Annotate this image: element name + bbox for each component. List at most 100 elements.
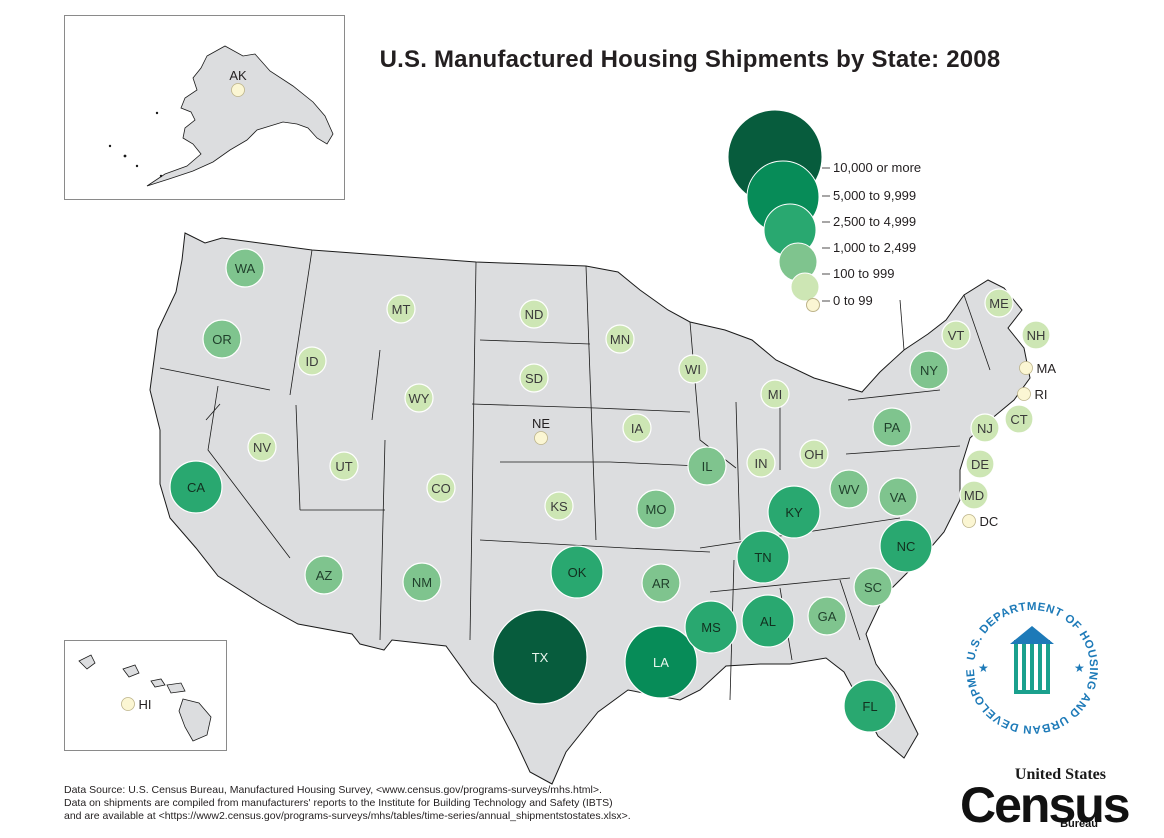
state-marker-wa: WA [225, 248, 265, 288]
state-circle [1017, 387, 1031, 401]
state-borders [159, 249, 991, 701]
state-marker-id: ID [297, 346, 327, 376]
state-circle [984, 288, 1014, 318]
state-markers: WA OR CA ID NV MT WY UT CO AZ NM ND SD NE KS OK TX MN IA MO… [121, 68, 1057, 733]
state-marker-wi: WI [678, 354, 708, 384]
state-label: NC [897, 539, 916, 554]
state-circle [1021, 320, 1051, 350]
state-circle [402, 562, 442, 602]
state-circle [767, 485, 821, 539]
state-circle [519, 363, 549, 393]
state-label: SD [525, 371, 543, 386]
state-marker-ar: AR [641, 563, 681, 603]
state-circle [304, 555, 344, 595]
state-marker-dc: DC [962, 514, 999, 529]
state-circle [941, 320, 971, 350]
state-marker-mt: MT [386, 294, 416, 324]
state-label: FL [862, 699, 877, 714]
census-logo-line3: Bureau [1060, 818, 1098, 830]
state-circle [297, 346, 327, 376]
state-label: NV [253, 440, 271, 455]
legend-swatch [806, 298, 820, 312]
state-marker-ks: KS [544, 491, 574, 521]
state-circle [121, 697, 135, 711]
state-label: VA [890, 490, 907, 505]
alaska-shape [108, 45, 334, 187]
state-label: MS [701, 620, 721, 635]
legend: 10,000 or more 5,000 to 9,999 2,500 to 4,9… [727, 109, 921, 312]
state-marker-oh: OH [799, 439, 829, 469]
census-logo-line1: United States [1014, 766, 1106, 783]
state-marker-ak: AK [229, 68, 247, 97]
state-circle [605, 324, 635, 354]
state-circle [404, 383, 434, 413]
state-circle [736, 530, 790, 584]
state-label: WY [409, 391, 430, 406]
legend-swatch [790, 272, 820, 302]
state-label: DC [980, 514, 999, 529]
state-circle [879, 519, 933, 573]
state-marker-mn: MN [605, 324, 635, 354]
state-circle [959, 480, 989, 510]
state-marker-ga: GA [807, 596, 847, 636]
state-marker-ca: CA [169, 460, 223, 514]
state-circle [622, 413, 652, 443]
state-label: NE [532, 416, 550, 431]
state-label: OH [804, 447, 824, 462]
state-label: AK [229, 68, 247, 83]
state-label: PA [884, 420, 901, 435]
state-marker-ct: CT [1004, 404, 1034, 434]
state-label: KS [550, 499, 568, 514]
state-label: OK [568, 565, 587, 580]
state-marker-sc: SC [853, 567, 893, 607]
state-circle [426, 473, 456, 503]
state-circle [1019, 361, 1033, 375]
state-circle [965, 449, 995, 479]
data-source-note: Data Source: U.S. Census Bureau, Manufac… [64, 784, 944, 823]
state-label: IA [631, 421, 644, 436]
state-marker-wv: WV [829, 469, 869, 509]
state-circle [519, 299, 549, 329]
state-marker-in: IN [746, 448, 776, 478]
state-circle [534, 431, 548, 445]
state-circle [807, 596, 847, 636]
state-circle [641, 563, 681, 603]
state-label: AZ [316, 568, 333, 583]
state-label: MD [964, 488, 984, 503]
state-marker-ma: MA [1019, 361, 1057, 376]
state-label: MN [610, 332, 630, 347]
state-marker-pa: PA [872, 407, 912, 447]
state-marker-or: OR [202, 319, 242, 359]
state-label: WV [839, 482, 860, 497]
state-label: RI [1035, 387, 1048, 402]
state-circle [231, 83, 245, 97]
state-label: MI [768, 387, 782, 402]
contiguous-us-outline [149, 232, 1031, 785]
state-label: IL [702, 459, 713, 474]
state-label: OR [212, 332, 232, 347]
state-circle [799, 439, 829, 469]
state-circle [760, 379, 790, 409]
state-marker-ne: NE [532, 416, 550, 445]
state-circle [829, 469, 869, 509]
state-marker-la: LA [624, 625, 698, 699]
map-title: U.S. Manufactured Housing Shipments by S… [379, 46, 1001, 73]
state-label: CA [187, 480, 205, 495]
state-label: AR [652, 576, 670, 591]
state-marker-nj: NJ [970, 413, 1000, 443]
state-label: MO [646, 502, 667, 517]
state-label: TX [532, 650, 549, 665]
state-label: WA [235, 261, 256, 276]
state-label: MA [1037, 361, 1057, 376]
census-bureau-logo: United States Census Bureau [958, 766, 1131, 833]
state-circle [247, 432, 277, 462]
state-circle [878, 477, 918, 517]
legend-label: 1,000 to 2,499 [833, 240, 916, 255]
state-marker-ri: RI [1017, 387, 1048, 402]
state-circle [741, 594, 795, 648]
state-label: HI [139, 697, 152, 712]
state-label: AL [760, 614, 776, 629]
state-label: CO [431, 481, 451, 496]
